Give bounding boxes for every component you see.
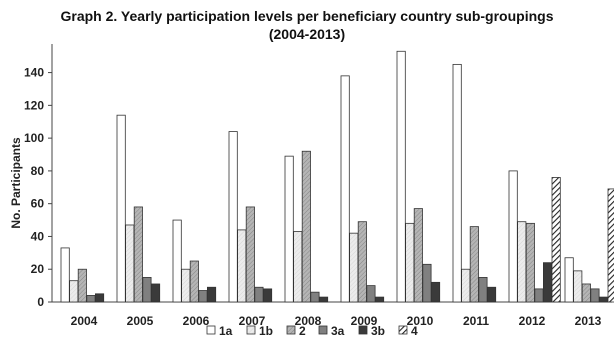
bar-2010-3a [422,263,432,303]
bar-2013-1a [564,257,574,303]
bar-2007-1b [237,229,247,303]
bar-2009-3b [374,296,385,303]
legend-swatch-1b [246,325,256,335]
bar-2013-1b [573,270,583,303]
legend-swatch-3a [318,325,328,335]
bar-2006-3b [206,286,217,303]
bar-2008-2 [301,150,311,303]
bar-2010-1b [405,222,415,303]
y-tick-label: 20 [31,262,45,276]
bar-2004-3a [86,295,96,303]
legend-swatch-3b [358,325,368,335]
y-tick-label: 40 [31,229,45,243]
x-tick-label: 2009 [351,314,378,328]
bar-2008-3a [310,291,320,303]
bar-2011-3b [486,286,497,303]
x-tick-label: 2007 [239,314,266,328]
x-tick-label: 2010 [407,314,434,328]
bar-2007-1a [228,131,238,303]
bar-2008-1a [284,155,294,303]
bar-2012-4 [551,177,561,303]
bar-2006-1b [181,268,191,303]
bar-2004-2 [77,268,87,303]
x-tick-label: 2005 [127,314,154,328]
y-tick-label: 60 [31,197,45,211]
x-tick-label: 2008 [295,314,322,328]
y-tick-label: 100 [24,131,44,145]
bar-2012-1a [508,170,518,303]
y-axis-label: No. Participants [9,137,23,229]
y-tick-label: 0 [37,295,44,309]
bar-2006-2 [189,260,199,303]
bar-2007-3b [262,288,273,303]
bar-2005-2 [133,206,143,303]
bar-2007-2 [245,206,255,303]
bar-2009-2 [357,221,367,303]
legend-label-3a: 3a [331,324,345,338]
legend-label-1a: 1a [219,324,233,338]
bar-2012-3a [534,288,544,303]
y-tick-label: 140 [24,66,44,80]
bar-2010-1a [396,50,406,303]
bar-2007-3a [254,286,264,303]
legend-label-2: 2 [299,324,306,338]
x-tick-label: 2011 [463,314,489,328]
legend-label-4: 4 [411,324,418,338]
bar-2009-1b [349,232,359,303]
legend-label-1b: 1b [259,324,273,338]
bar-2010-2 [413,208,423,303]
bar-2013-4 [607,188,614,303]
bar-2005-1a [116,114,126,303]
bar-2005-3a [142,277,152,303]
bar-2013-3a [590,288,600,303]
bars [60,50,614,303]
bar-2004-3b [95,293,105,303]
x-tick-label: 2004 [71,314,98,328]
bar-2004-1a [60,247,70,303]
x-tick-label: 2006 [183,314,210,328]
bar-2004-1b [69,280,79,303]
chart-subtitle: (2004-2013) [268,26,346,42]
legend-swatch-1a [206,325,216,335]
legend-label-3b: 3b [371,324,385,338]
y-tick-label: 80 [31,164,45,178]
bar-2013-2 [581,283,591,303]
bar-2008-3b [318,296,329,303]
y-tick-label: 120 [24,98,44,112]
legend-swatch-4 [398,325,408,335]
x-tick-label: 2013 [575,314,602,328]
bar-2005-3b [150,283,161,303]
bar-2012-1b [517,221,527,303]
bar-2011-2 [469,226,479,303]
legend-swatch-2 [286,325,296,335]
bar-2012-2 [525,222,535,303]
bar-2011-3a [478,277,488,303]
bar-2005-1b [125,224,135,303]
bar-2010-3b [430,281,441,303]
chart-title: Graph 2. Yearly participation levels per… [60,8,554,24]
bar-2011-1b [461,268,471,303]
bar-2009-3a [366,285,376,303]
bar-2009-1a [340,75,350,303]
bar-2008-1b [293,231,303,303]
bar-2011-1a [452,63,462,303]
bar-2006-1a [172,219,182,303]
bar-2013-3b [599,296,609,303]
legend: 1a 1b 2 3a 3b 4 [206,324,418,338]
bar-2012-3b [543,262,553,303]
x-tick-label: 2012 [519,314,546,328]
bar-2006-3a [198,290,208,303]
